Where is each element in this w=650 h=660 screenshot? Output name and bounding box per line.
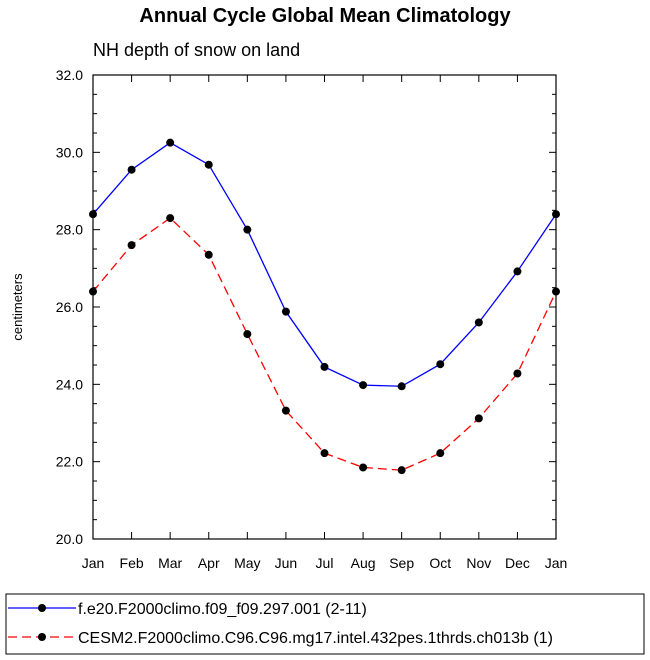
series-1-point [320, 362, 329, 371]
series-2-point [320, 449, 329, 458]
legend-marker-1 [38, 604, 46, 612]
chart-title: Annual Cycle Global Mean Climatology [139, 5, 511, 27]
series-2-point [204, 250, 213, 259]
x-tick-label: Nov [466, 555, 491, 571]
x-tick-label: Apr [198, 555, 220, 571]
series-line-1 [92, 141, 557, 387]
series-2-point [436, 449, 445, 458]
series-2-point [474, 414, 483, 423]
series-1-point [281, 307, 290, 316]
series-2-point [359, 463, 368, 472]
series-1-point [127, 165, 136, 174]
legend-box [5, 593, 645, 655]
x-tick-label: Feb [120, 555, 144, 571]
legend-label-1: f.e20.F2000climo.f09_f09.297.001 (2-11) [78, 601, 367, 618]
series-1-point [513, 267, 522, 276]
x-tick-label: Aug [351, 555, 376, 571]
series-2-point [89, 287, 97, 296]
x-tick-label: Mar [158, 555, 182, 571]
chart-subtitle: NH depth of snow on land [93, 40, 300, 60]
series-1-point [436, 360, 445, 369]
series-line-2 [92, 217, 557, 471]
series-1-point [552, 210, 560, 219]
y-tick-label: 32.0 [56, 67, 83, 83]
y-tick-label: 30.0 [56, 144, 83, 160]
series-2-point [397, 466, 406, 475]
x-tick-label: Jul [316, 555, 334, 571]
series-1-point [166, 138, 175, 147]
x-tick-label: Jan [545, 555, 568, 571]
series-2-point [281, 406, 290, 415]
y-axis-label: centimeters [10, 273, 25, 341]
y-tick-label: 28.0 [56, 222, 83, 238]
y-tick-label: 22.0 [56, 454, 83, 470]
plot-frame [92, 74, 557, 540]
series-2-point [243, 330, 252, 339]
y-tick-label: 20.0 [56, 531, 83, 547]
series-2-point [127, 241, 136, 250]
x-tick-label: Jun [275, 555, 298, 571]
series-1-point [359, 381, 368, 390]
y-tick-label: 24.0 [56, 376, 83, 392]
x-tick-label: Oct [429, 555, 451, 571]
series-1-point [397, 382, 406, 391]
series-2-point [166, 214, 175, 223]
y-tick-label: 26.0 [56, 299, 83, 315]
series-1-point [243, 225, 252, 234]
series-1-point [89, 210, 97, 219]
x-tick-label: Dec [505, 555, 530, 571]
series-2-point [552, 287, 560, 296]
legend-marker-2 [38, 633, 46, 641]
series-1-point [204, 160, 213, 169]
x-tick-label: May [234, 555, 260, 571]
x-tick-label: Jan [82, 555, 105, 571]
legend-label-2: CESM2.F2000climo.C96.C96.mg17.intel.432p… [78, 630, 553, 647]
series-2-point [513, 369, 522, 378]
series-1-point [474, 318, 483, 327]
x-tick-label: Sep [389, 555, 414, 571]
